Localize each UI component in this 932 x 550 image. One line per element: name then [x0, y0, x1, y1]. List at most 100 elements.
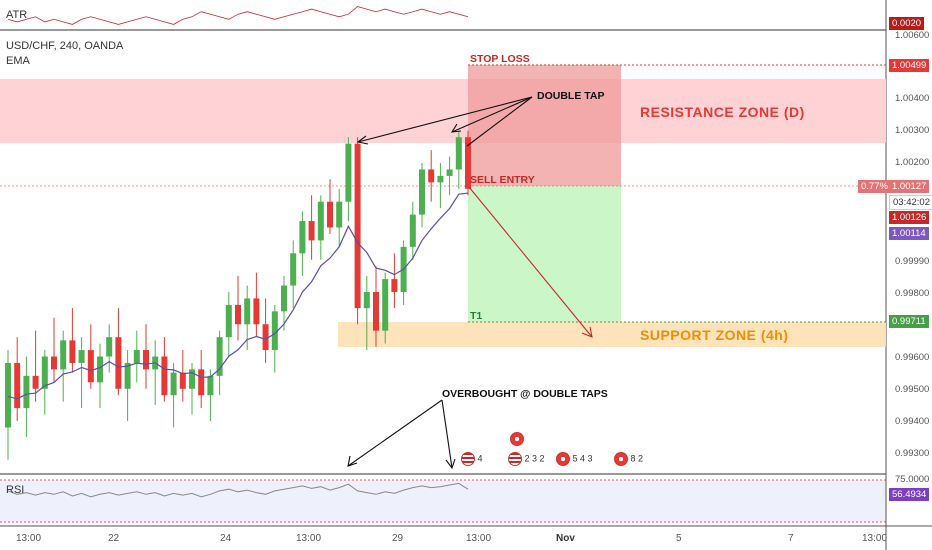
candle-up	[336, 201, 343, 228]
ch-flag-icon	[510, 432, 524, 446]
target-box	[468, 186, 621, 322]
candle-up	[382, 279, 389, 331]
candle-up	[170, 372, 177, 396]
candle-down	[428, 169, 435, 183]
candle-up	[41, 356, 48, 389]
candle-down	[32, 375, 39, 389]
target-price-tag: 0.99711	[889, 315, 929, 328]
candle-down	[391, 279, 398, 292]
us-flag-icon	[461, 452, 475, 466]
candle-up	[363, 292, 370, 309]
trade-arrow	[468, 186, 593, 338]
stop-loss-label: STOP LOSS	[470, 53, 530, 65]
candle-down	[354, 143, 361, 309]
event-count: 2 3 2	[524, 453, 545, 464]
event-ch-2[interactable]: 5 4 3	[556, 452, 593, 466]
candle-up	[5, 362, 11, 428]
event-ch-3[interactable]: 8 2	[614, 452, 643, 466]
resistance-zone-label: RESISTANCE ZONE (D)	[640, 104, 805, 120]
time-tick: 13:00	[862, 533, 888, 544]
ch-flag-icon	[614, 452, 628, 466]
candle-up	[189, 369, 195, 389]
overbought-label: OVERBOUGHT @ DOUBLE TAPS	[442, 388, 608, 400]
atr-pane	[0, 0, 886, 30]
candle-up	[23, 375, 30, 409]
candle-up	[60, 340, 67, 370]
t1-label: T1	[470, 310, 483, 322]
bid-price-tag: 1.00126	[889, 211, 930, 224]
candle-countdown: 03:42:02	[889, 195, 932, 210]
candle-up	[281, 285, 287, 312]
time-tick: 24	[220, 533, 232, 544]
candle-down	[373, 292, 379, 331]
candle-down	[235, 304, 241, 325]
candle-down	[179, 372, 186, 389]
rsi-path	[7, 482, 469, 498]
price-tick: 0.99500	[895, 384, 930, 395]
candle-up	[419, 169, 425, 215]
price-tick: 1.00400	[895, 93, 930, 104]
price-tick: 1.00600	[895, 30, 930, 41]
candle-up	[446, 169, 453, 176]
candle-down	[308, 221, 315, 241]
price-tick: 1.00300	[895, 125, 930, 136]
candle-up	[409, 214, 416, 247]
candle-up	[317, 201, 324, 241]
candles	[5, 130, 471, 460]
candle-up	[271, 311, 278, 351]
time-tick: 5	[676, 533, 682, 544]
candle-up	[437, 175, 444, 183]
price-tick: 0.99800	[895, 288, 930, 299]
time-tick: 13:00	[466, 533, 492, 544]
event-count: 8 2	[630, 453, 644, 464]
event-count: 4	[477, 453, 483, 464]
stop-loss-price-tag: 1.00499	[889, 59, 930, 72]
event-ch-1[interactable]	[510, 432, 524, 446]
candle-down	[198, 369, 205, 396]
rsi-value-tag: 56.4934	[889, 488, 930, 501]
price-tick: 0.99300	[895, 448, 930, 459]
candle-up	[106, 337, 113, 357]
candle-up	[207, 375, 214, 396]
time-tick: Nov	[556, 533, 575, 544]
atr-path	[7, 6, 469, 25]
ema-line	[7, 192, 469, 400]
support-zone-label: SUPPORT ZONE (4h)	[640, 327, 789, 343]
candle-down	[465, 137, 471, 189]
candle-down	[161, 356, 168, 396]
rsi-title: RSI	[6, 484, 25, 496]
candle-down	[115, 337, 122, 389]
price-tick: 0.99990	[895, 256, 930, 267]
sell-entry-label: SELL ENTRY	[470, 174, 535, 186]
candle-down	[143, 350, 149, 370]
price-tick: 0.99600	[895, 352, 930, 363]
symbol-title[interactable]: USD/CHF, 240, OANDA	[6, 40, 124, 52]
time-tick: 29	[392, 533, 404, 544]
atr-title: ATR	[6, 9, 28, 21]
time-tick: 22	[108, 533, 120, 544]
change-percent-tag: 0.77%	[858, 180, 891, 193]
candle-up	[299, 221, 306, 254]
candle-down	[262, 324, 269, 351]
ema-price-tag: 1.00114	[889, 227, 929, 240]
ch-flag-icon	[556, 452, 570, 466]
stop-loss-box	[468, 65, 621, 186]
us-flag-icon	[508, 452, 522, 466]
price-tick: 1.00200	[895, 157, 930, 168]
candle-down	[327, 201, 333, 228]
event-us-2[interactable]: 2 3 2	[508, 452, 545, 466]
support-zone	[338, 322, 886, 347]
event-count: 5 4 3	[572, 453, 593, 464]
candle-up	[455, 137, 462, 170]
candle-up	[345, 143, 352, 202]
ema-path	[7, 192, 469, 400]
candle-down	[87, 350, 94, 383]
event-us-1[interactable]: 4	[461, 452, 483, 466]
candle-down	[69, 340, 76, 363]
candle-up	[133, 350, 140, 363]
ema-title[interactable]: EMA	[6, 55, 30, 67]
double-tap-label: DOUBLE TAP	[537, 90, 605, 102]
atr-line	[7, 6, 469, 25]
candle-up	[244, 298, 251, 325]
